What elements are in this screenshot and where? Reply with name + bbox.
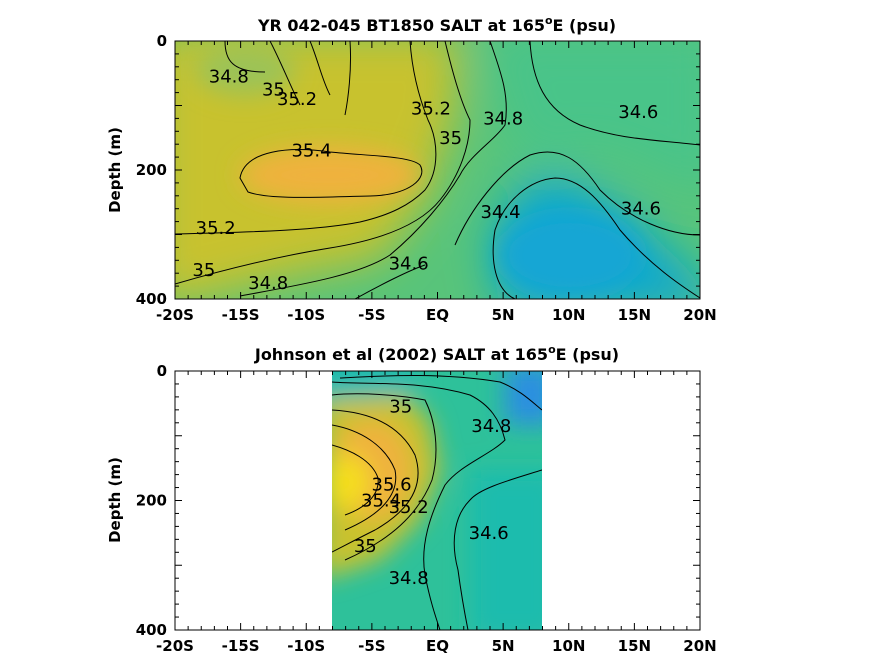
x-tick-label: 15N <box>618 306 651 324</box>
contour-34.8 <box>224 41 507 297</box>
contour-34.8 <box>332 381 506 630</box>
contour-labels-bottom: 35 34.8 35.635.435.2 34.6 35 34.8 <box>354 397 511 590</box>
contour-label: 34.6 <box>469 523 509 544</box>
contour-label: 35 <box>439 128 462 149</box>
field-max-core <box>332 454 370 510</box>
x-tick-label: -5S <box>358 306 385 324</box>
contour-label: 34.4 <box>480 202 520 223</box>
x-tick-label: -20S <box>156 306 194 324</box>
panel-top: YR 042-045 BT1850 SALT at 165oE (psu) <box>106 14 717 324</box>
salinity-field-bottom <box>332 371 542 630</box>
contour-lines-bottom <box>332 375 542 630</box>
x-tick-label: 15N <box>618 637 651 655</box>
contour-label: 35.6 <box>372 474 412 495</box>
y-tick-label: 0 <box>157 32 167 50</box>
contour-35.2 <box>332 409 419 553</box>
contour-35.2-upper <box>175 41 437 235</box>
x-tick-label: -5S <box>358 637 385 655</box>
x-tick-label: 10N <box>552 637 585 655</box>
x-tick-label: EQ <box>426 637 449 655</box>
contour-label: 34.6 <box>618 102 658 123</box>
contour-34.6 <box>453 469 542 630</box>
x-tick-label: -15S <box>222 637 260 655</box>
field-surface-fresh <box>332 371 418 400</box>
contour-label: 34.8 <box>209 66 249 87</box>
contour-label: 35.2 <box>196 218 236 239</box>
x-tick-label: -10S <box>287 306 325 324</box>
x-tick-label: 5N <box>492 637 515 655</box>
contour-label: 35.2 <box>277 89 317 110</box>
field-salt-core <box>240 147 420 203</box>
chart-title-bottom: Johnson et al (2002) SALT at 165oE (psu) <box>254 343 619 364</box>
contour-34.6-a <box>529 41 700 146</box>
contour-lines-top <box>175 41 700 299</box>
x-tick-label: 20N <box>683 637 716 655</box>
y-tick-label: 400 <box>136 290 167 308</box>
y-tick-label: 0 <box>157 362 167 380</box>
contour-surface <box>339 375 542 411</box>
contour-label: 35.2 <box>389 497 429 518</box>
contour-35.6 <box>332 444 379 516</box>
contour-34.4 <box>492 177 700 299</box>
y-tick-label: 400 <box>136 621 167 639</box>
y-axis-label-top: Depth (m) <box>106 127 124 213</box>
contour-label: 34.8 <box>248 273 288 294</box>
contour-label: 35.4 <box>291 141 331 162</box>
x-tick-label: -20S <box>156 637 194 655</box>
x-tick-label: 5N <box>492 306 515 324</box>
contour-35 <box>175 41 471 285</box>
x-tick-label: -15S <box>222 306 260 324</box>
y-axis-label-bottom: Depth (m) <box>106 457 124 543</box>
contour-label: 34.6 <box>389 254 429 275</box>
contour-35 <box>332 393 437 561</box>
y-tick-label: 200 <box>136 161 167 179</box>
contour-34.6-b <box>354 151 700 299</box>
x-tick-label: EQ <box>426 306 449 324</box>
field-deep-region <box>470 470 542 630</box>
x-tick-label: 10N <box>552 306 585 324</box>
contour-35.2-left <box>309 41 331 96</box>
field-mid-region <box>483 41 700 192</box>
field-blobs <box>332 371 542 630</box>
contour-35.4 <box>332 424 397 531</box>
contour-label: 34.8 <box>389 568 429 589</box>
contour-label: 34.8 <box>483 108 523 129</box>
contour-label: 35.4 <box>361 491 401 512</box>
contour-label: 35 <box>354 536 377 557</box>
contour-label: 34.8 <box>471 416 511 437</box>
field-fresh-core <box>500 215 640 295</box>
salinity-field-top <box>175 41 700 299</box>
axis-ticks-top: -20S -15S -10S -5S EQ 5N 10N 15N 20N 0 200 400 <box>136 32 717 324</box>
y-tick-label: 200 <box>136 492 167 510</box>
contour-label: 35 <box>389 397 412 418</box>
x-tick-label: -10S <box>287 637 325 655</box>
chart-title-top: YR 042-045 BT1850 SALT at 165oE (psu) <box>257 14 616 35</box>
x-tick-label: 20N <box>683 306 716 324</box>
field-corner-fresh <box>505 371 542 425</box>
contour-label: 35 <box>262 79 285 100</box>
contour-label: 34.6 <box>621 199 661 220</box>
contour-label: 35 <box>192 260 215 281</box>
contour-label: 35.2 <box>411 99 451 120</box>
panel-bottom: Johnson et al (2002) SALT at 165oE (psu) <box>106 343 717 655</box>
axis-ticks-bottom: -20S -15S -10S -5S EQ 5N 10N 15N 20N 0 200 400 <box>136 362 717 655</box>
contour-35.4 <box>239 149 423 198</box>
